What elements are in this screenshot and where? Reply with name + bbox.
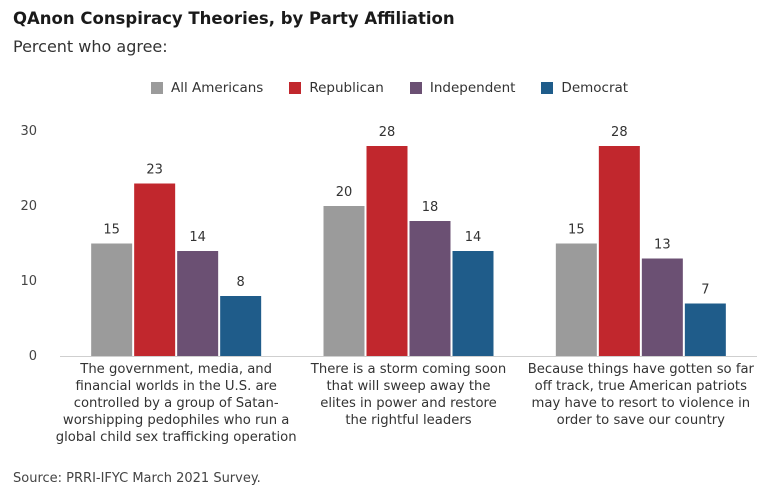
data-label: 28	[611, 125, 628, 140]
bar	[177, 251, 219, 356]
legend-swatch	[151, 82, 163, 94]
legend-label: Republican	[309, 80, 384, 96]
legend-swatch	[541, 82, 554, 94]
y-tick-label: 20	[20, 199, 37, 214]
legend-label: Democrat	[561, 80, 629, 96]
data-label: 23	[146, 163, 163, 178]
bar	[598, 146, 640, 356]
source-note: Source: PRRI-IFYC March 2021 Survey.	[13, 471, 261, 486]
legend-item: All Americans	[151, 80, 263, 96]
legend-label: All Americans	[171, 80, 264, 96]
category-label: elites in power and restore	[320, 396, 497, 411]
category-label: global child sex trafficking operation	[56, 430, 297, 445]
category-label: The government, media, and	[79, 362, 272, 377]
data-label: 20	[336, 185, 353, 200]
category-label: controlled by a group of Satan-	[74, 396, 279, 411]
legend: All Americans Republican Independent Democr…	[151, 80, 654, 96]
bar	[684, 303, 726, 356]
bar	[91, 243, 133, 356]
bar	[555, 243, 597, 356]
category-label: the rightful leaders	[345, 413, 471, 428]
data-label: 7	[701, 283, 709, 298]
category-label: There is a storm coming soon	[310, 362, 506, 377]
y-tick-label: 30	[20, 124, 37, 139]
legend-label: Independent	[429, 80, 516, 96]
category-label: worshipping pedophiles who run a	[63, 413, 289, 428]
chart-title: QAnon Conspiracy Theories, by Party Affi…	[13, 9, 455, 28]
data-label: 18	[422, 200, 439, 215]
category-label: that will sweep away the	[327, 379, 491, 394]
legend-swatch	[289, 82, 302, 94]
data-label: 15	[103, 223, 120, 238]
category-label: may have to resort to violence in	[532, 396, 751, 411]
data-label: 15	[568, 223, 585, 238]
legend-swatch	[409, 82, 422, 94]
chart-subtitle: Percent who agree:	[13, 37, 168, 56]
data-label: 14	[465, 230, 482, 245]
bar	[366, 146, 408, 356]
category-label: order to save our country	[557, 413, 726, 428]
y-tick-label: 0	[29, 349, 37, 364]
legend-item: Independent	[409, 80, 516, 96]
category-label: Because things have gotten so far	[528, 362, 755, 377]
data-label: 14	[189, 230, 206, 245]
bar-chart: 0 10 20 30 15 23 14 8 The government, media, and…	[20, 124, 757, 445]
category-label: off track, true American patriots	[535, 379, 747, 394]
legend-item: Democrat	[541, 80, 628, 96]
category-label: financial worlds in the U.S. are	[76, 379, 277, 394]
bar	[323, 206, 365, 356]
bar	[641, 258, 683, 356]
bar	[220, 296, 262, 356]
legend-item: Republican	[289, 80, 384, 96]
bar	[409, 221, 451, 356]
bar	[134, 183, 176, 356]
y-tick-label: 10	[20, 274, 37, 289]
data-label: 28	[379, 125, 396, 140]
data-label: 13	[654, 238, 671, 253]
data-label: 8	[237, 275, 245, 290]
bar	[452, 251, 494, 356]
